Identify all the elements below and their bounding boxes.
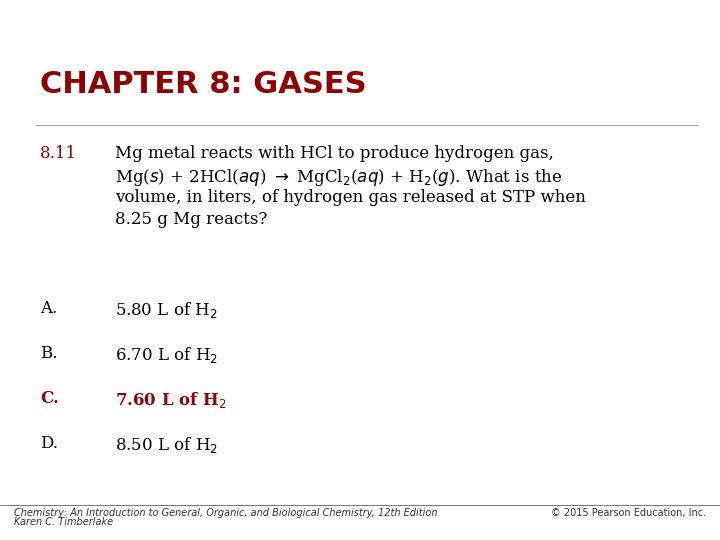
Text: 8.11: 8.11 xyxy=(40,145,77,162)
Text: CHAPTER 8: GASES: CHAPTER 8: GASES xyxy=(40,70,366,99)
Text: 6.70 L of H$_2$: 6.70 L of H$_2$ xyxy=(115,345,218,365)
Text: 5.80 L of H$_2$: 5.80 L of H$_2$ xyxy=(115,300,217,320)
Text: 8.25 g Mg reacts?: 8.25 g Mg reacts? xyxy=(115,211,267,228)
Text: D.: D. xyxy=(40,435,58,452)
Text: B.: B. xyxy=(40,345,58,362)
Text: Mg metal reacts with HCl to produce hydrogen gas,: Mg metal reacts with HCl to produce hydr… xyxy=(115,145,554,162)
Text: 8.50 L of H$_2$: 8.50 L of H$_2$ xyxy=(115,435,218,455)
Text: Chemistry: An Introduction to General, Organic, and Biological Chemistry, 12th E: Chemistry: An Introduction to General, O… xyxy=(14,508,438,518)
Text: © 2015 Pearson Education, Inc.: © 2015 Pearson Education, Inc. xyxy=(551,508,706,518)
Text: C.: C. xyxy=(40,390,59,407)
Text: volume, in liters, of hydrogen gas released at STP when: volume, in liters, of hydrogen gas relea… xyxy=(115,189,586,206)
Text: A.: A. xyxy=(40,300,58,317)
Text: Karen C. Timberlake: Karen C. Timberlake xyxy=(14,517,113,527)
Text: 7.60 L of H$_2$: 7.60 L of H$_2$ xyxy=(115,390,227,410)
Text: Mg($s$) + 2HCl($aq$) $\rightarrow$ MgCl$_2$($aq$) + H$_2$($g$). What is the: Mg($s$) + 2HCl($aq$) $\rightarrow$ MgCl$… xyxy=(115,167,562,188)
